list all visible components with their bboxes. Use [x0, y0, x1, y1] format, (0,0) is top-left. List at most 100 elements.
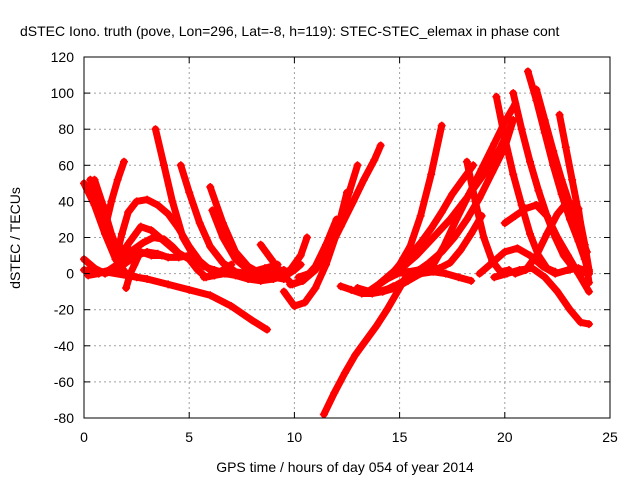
data-point: [429, 233, 438, 242]
series-trace: [80, 266, 271, 334]
axis-ticks: [83, 56, 611, 419]
data-point: [412, 267, 421, 276]
data-series-26: [364, 161, 478, 296]
data-point: [555, 110, 564, 119]
data-point: [574, 269, 583, 278]
data-point: [347, 285, 356, 294]
data-point: [477, 164, 486, 173]
data-point: [353, 161, 362, 170]
data-series-38: [511, 197, 593, 287]
data-point: [479, 233, 488, 242]
data-point: [538, 262, 547, 271]
data-point: [244, 275, 253, 284]
data-point: [584, 287, 593, 296]
data-point: [446, 258, 455, 267]
data-point: [364, 287, 373, 296]
y-tick-label: 40: [58, 193, 74, 209]
data-point: [258, 271, 267, 280]
data-point: [416, 238, 425, 247]
data-point: [441, 269, 450, 278]
data-point: [557, 175, 566, 184]
data-point: [122, 258, 131, 267]
x-tick-label: 0: [80, 429, 88, 445]
data-point: [553, 287, 562, 296]
data-point: [553, 210, 562, 219]
data-point: [227, 260, 236, 269]
data-point: [563, 251, 572, 260]
data-point: [563, 197, 572, 206]
data-point: [143, 247, 152, 256]
data-point: [132, 197, 141, 206]
data-point: [218, 258, 227, 267]
data-point: [509, 170, 518, 179]
data-point: [176, 161, 185, 170]
y-tick-label: 60: [58, 157, 74, 173]
data-point: [168, 197, 177, 206]
data-point: [189, 251, 198, 260]
series-trace: [101, 158, 128, 232]
data-point: [267, 255, 276, 264]
data-point: [448, 190, 457, 199]
data-point: [490, 273, 499, 282]
y-tick-label: -20: [54, 302, 74, 318]
data-point: [532, 201, 541, 210]
data-point: [122, 284, 131, 293]
data-point: [172, 247, 181, 256]
data-point: [286, 280, 295, 289]
data-point: [311, 284, 320, 293]
data-point: [300, 298, 309, 307]
data-point: [563, 265, 572, 274]
data-point: [208, 206, 217, 215]
data-point: [143, 275, 152, 284]
data-point: [540, 116, 549, 125]
data-point: [353, 284, 362, 293]
data-point: [427, 264, 436, 273]
data-point: [359, 175, 368, 184]
data-point: [130, 260, 139, 269]
data-point: [199, 262, 208, 271]
data-point: [136, 222, 145, 231]
data-point: [227, 302, 236, 311]
data-point: [324, 247, 333, 256]
y-tick-label: 120: [51, 49, 75, 65]
data-point: [511, 269, 520, 278]
x-tick-label: 25: [602, 429, 618, 445]
x-tick-label: 10: [287, 429, 303, 445]
data-point: [439, 242, 448, 251]
data-point: [399, 276, 408, 285]
data-point: [193, 265, 202, 274]
data-point: [298, 276, 307, 285]
data-point: [231, 255, 240, 264]
data-point: [568, 175, 577, 184]
data-point: [462, 215, 471, 224]
series-trace: [122, 252, 143, 292]
data-point: [372, 321, 381, 330]
data-point: [111, 255, 120, 264]
data-point: [286, 265, 295, 274]
data-point: [574, 204, 583, 213]
data-point: [164, 280, 173, 289]
data-point: [427, 224, 436, 233]
data-point: [279, 287, 288, 296]
data-point: [164, 210, 173, 219]
data-point: [124, 208, 133, 217]
data-point: [138, 238, 147, 247]
chart-title: dSTEC Iono. truth (pove, Lon=296, Lat=-8…: [20, 23, 560, 39]
y-axis-label: dSTEC / TECUs: [7, 187, 23, 289]
data-series-30: [492, 92, 560, 276]
data-point: [330, 388, 339, 397]
data-point: [126, 237, 135, 246]
data-point: [113, 175, 122, 184]
x-tick-label: 5: [185, 429, 193, 445]
data-point: [452, 215, 461, 224]
data-point: [523, 67, 532, 76]
data-point: [117, 229, 126, 238]
data-point: [513, 244, 522, 253]
data-point: [561, 143, 570, 152]
data-point: [376, 141, 385, 150]
data-point: [456, 246, 465, 255]
data-point: [370, 155, 379, 164]
data-point: [462, 157, 471, 166]
data-point: [340, 368, 349, 377]
data-point: [361, 336, 370, 345]
